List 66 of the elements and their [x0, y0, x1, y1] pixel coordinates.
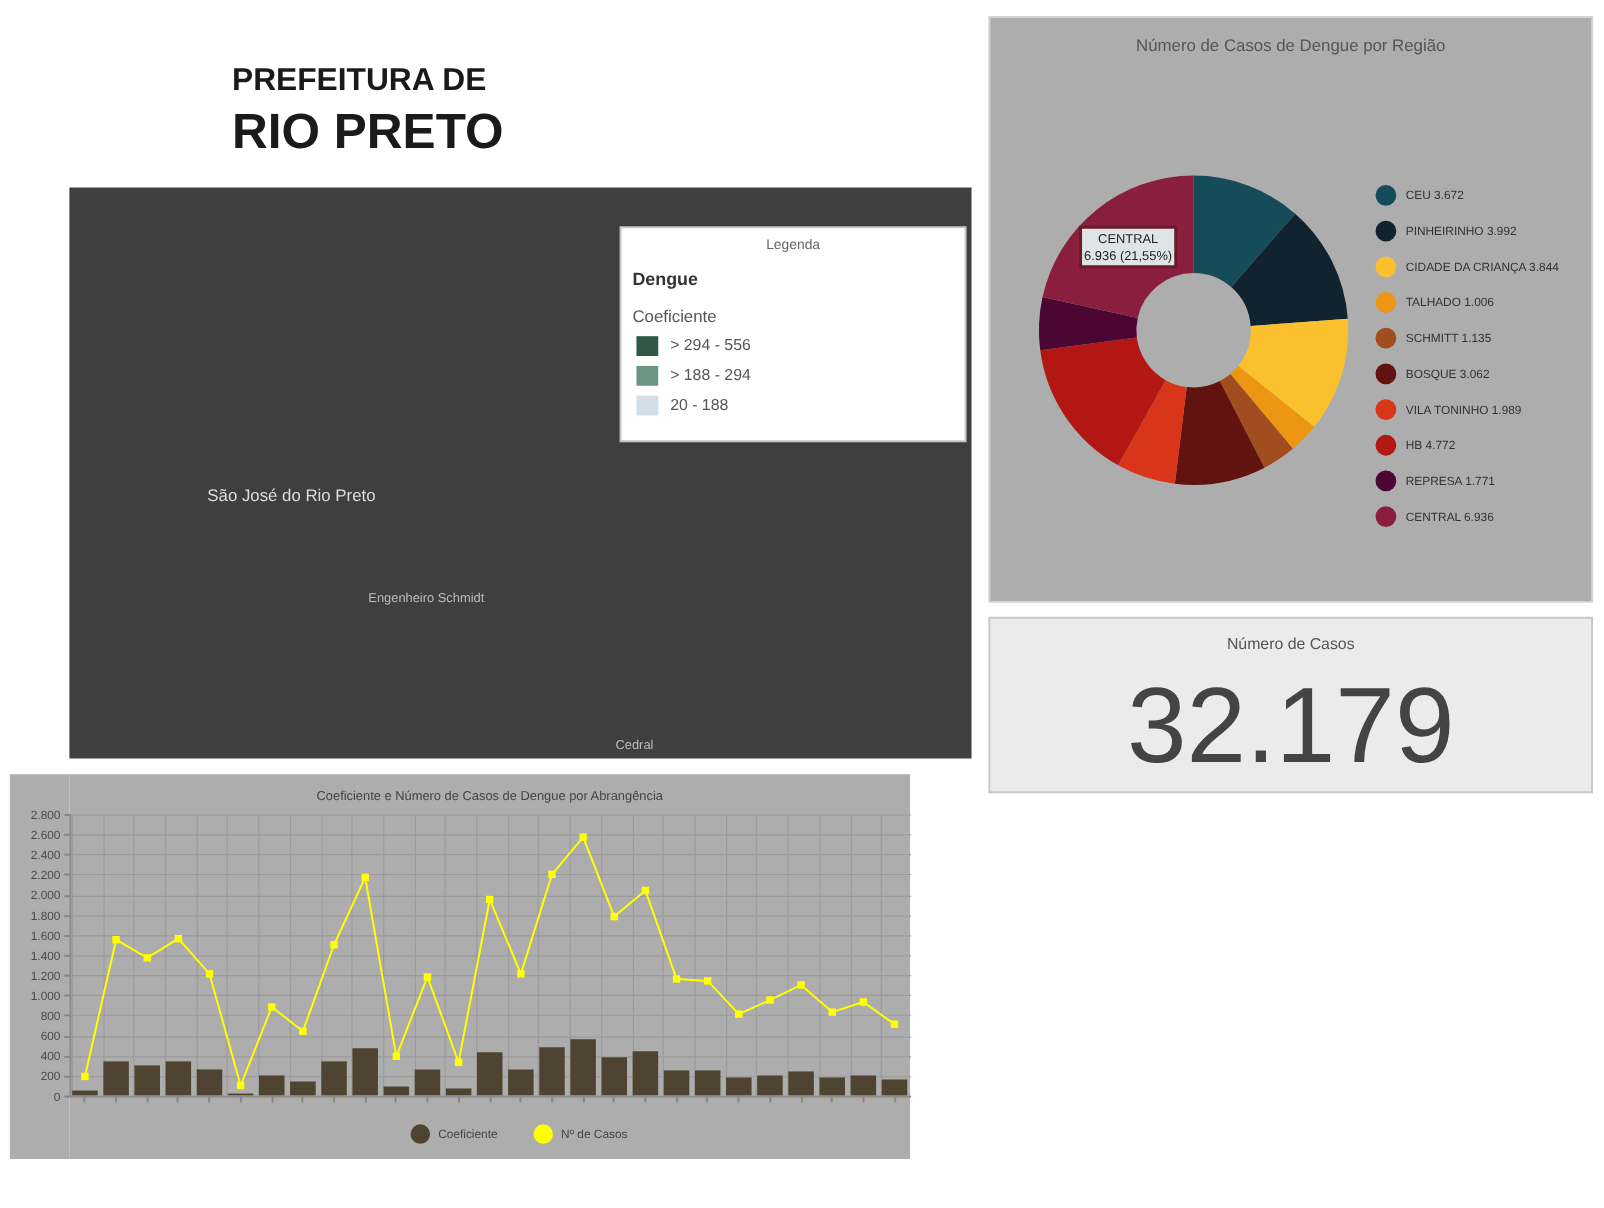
text: RIO PRETO: [231, 105, 504, 160]
text: Número de Casos: [1226, 635, 1355, 654]
point: [423, 973, 432, 981]
donut-slice: [1118, 380, 1187, 484]
text: São José do Rio Preto: [207, 484, 377, 505]
bar: [757, 1075, 783, 1096]
point: [205, 970, 214, 978]
point: [828, 1008, 836, 1016]
point: [81, 1072, 89, 1081]
bar: [134, 1065, 160, 1096]
bar: [663, 1070, 690, 1096]
text: 32.179: [1127, 668, 1455, 787]
point: [859, 998, 868, 1006]
bar: [881, 1079, 908, 1096]
donut-slice: [1231, 213, 1348, 326]
point: [299, 1027, 307, 1035]
donut-slice: [1039, 297, 1138, 351]
donut-slice: [1040, 337, 1166, 466]
bar: [259, 1075, 285, 1096]
point: [672, 975, 681, 983]
category-label: > 294 - 556: [670, 336, 752, 355]
point: [890, 1020, 899, 1028]
point: [766, 996, 774, 1004]
bar: [601, 1057, 628, 1096]
point: [548, 870, 556, 879]
text: Dengue: [632, 268, 698, 289]
bar: [850, 1075, 877, 1096]
category-label: 20 - 188: [670, 395, 730, 414]
point: [143, 954, 151, 962]
point: [703, 977, 712, 985]
point: [735, 1010, 743, 1018]
bar: [694, 1070, 721, 1096]
bar: [508, 1069, 534, 1096]
bar: [165, 1061, 192, 1096]
bar: [72, 1090, 98, 1096]
bar: [321, 1061, 347, 1096]
point: [579, 833, 587, 841]
bar: [476, 1052, 503, 1096]
donut-slice: [1219, 374, 1293, 468]
bar: [290, 1081, 316, 1096]
category-label: > 188 - 294: [670, 365, 752, 384]
point: [797, 981, 805, 989]
bar: [819, 1077, 845, 1096]
bar: [539, 1047, 565, 1096]
point: [330, 941, 338, 949]
text: PREFEITURA DE: [231, 64, 487, 99]
chart-title: Número de Casos de Dengue por Região: [1136, 34, 1447, 55]
point: [268, 1003, 276, 1011]
bar: [726, 1077, 752, 1096]
legend-title: Coeficiente: [632, 306, 718, 327]
donut-slice: [1238, 318, 1349, 428]
bar: [570, 1039, 596, 1096]
point: [361, 873, 369, 882]
bar: [103, 1061, 129, 1096]
donut-slice: [1174, 381, 1265, 485]
bar: [414, 1069, 441, 1096]
bar: [445, 1088, 472, 1096]
bar: [352, 1048, 378, 1096]
bar: [383, 1086, 410, 1096]
bar: [788, 1071, 814, 1096]
point: [517, 970, 525, 978]
donut-slice: [1230, 366, 1315, 449]
bar: [196, 1069, 223, 1096]
point: [112, 936, 120, 944]
donut-slice: [1193, 175, 1296, 288]
bar: [632, 1051, 659, 1096]
